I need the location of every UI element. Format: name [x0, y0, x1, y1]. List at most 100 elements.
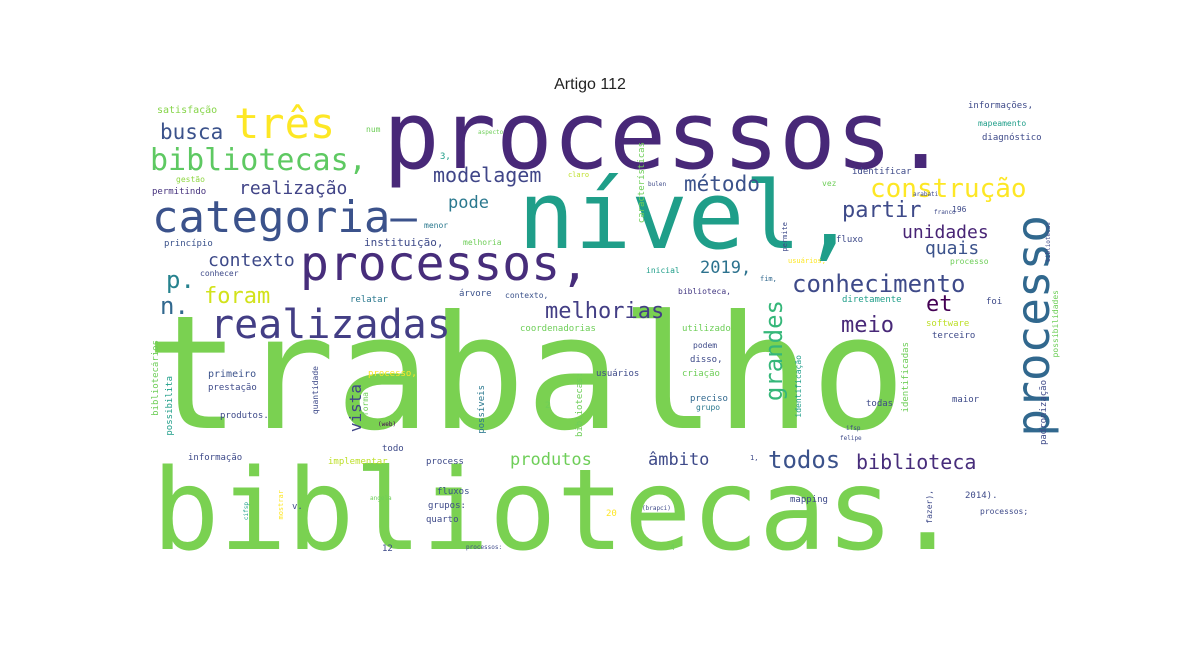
word: meio	[841, 313, 894, 338]
word: 2	[545, 401, 551, 411]
word: bulen	[648, 181, 667, 188]
word: fluxo	[836, 235, 864, 245]
word: identificadas	[901, 342, 911, 413]
word: busca	[160, 120, 224, 144]
word: grandes	[760, 300, 788, 402]
word: 1,	[750, 454, 759, 462]
word: ifsp	[846, 425, 861, 432]
word: quarto	[426, 515, 459, 525]
word: princípio	[164, 239, 213, 249]
word: inicial	[646, 266, 680, 275]
word: trabalho	[145, 282, 906, 466]
word: 3,	[440, 152, 451, 162]
word: informação	[188, 453, 243, 463]
word: realizadas	[210, 302, 451, 348]
word: franco	[934, 209, 956, 216]
word: utilizado	[682, 324, 731, 334]
word: biblioteca,	[678, 287, 731, 296]
word: arabati	[913, 191, 939, 198]
word: biblioteca	[856, 450, 977, 474]
word: software	[926, 319, 970, 329]
word: 20	[606, 509, 617, 519]
word: fazer),	[925, 490, 934, 524]
word: quantidade	[311, 366, 320, 415]
word: 196	[952, 205, 967, 214]
word: primeiro	[208, 369, 257, 380]
word: identificar	[852, 167, 912, 177]
word: informações,	[968, 101, 1034, 111]
word: bibliotecários	[151, 340, 161, 416]
word: processos;	[980, 507, 1029, 516]
word: realização	[239, 178, 348, 199]
word: possibilidades	[1051, 290, 1060, 358]
chart-title: Artigo 112	[554, 76, 626, 93]
word: claro	[568, 171, 590, 179]
word: três	[234, 99, 336, 148]
word: fim,	[760, 275, 777, 283]
word: usuários	[596, 369, 640, 379]
word: bibliotecas,	[150, 143, 367, 178]
word: process	[426, 457, 464, 467]
word: v.	[292, 502, 303, 512]
word: todas	[866, 399, 894, 409]
word: foi	[986, 297, 1003, 307]
word: forma	[361, 392, 370, 417]
word: todos	[768, 446, 841, 474]
word: processos,	[300, 236, 589, 292]
word: maior	[952, 395, 980, 405]
word: contexto	[208, 250, 295, 271]
word: unidades	[902, 222, 989, 243]
word: conhecer	[200, 269, 239, 278]
word: melhorias	[545, 299, 665, 324]
word: processos:	[466, 544, 503, 551]
word: aspecto	[478, 129, 504, 136]
word: podem	[693, 341, 718, 350]
word: conhecimento	[792, 270, 966, 298]
word: (web)	[378, 421, 397, 428]
word: produtos.	[220, 411, 269, 421]
word: diagnóstico	[982, 133, 1042, 143]
word: produtos	[510, 450, 592, 470]
word: gestão	[176, 175, 205, 184]
word: preciso	[690, 394, 728, 404]
word: contexto,	[505, 291, 549, 300]
word: 12	[382, 544, 393, 554]
word: usuários,	[788, 257, 826, 265]
word: mapeamento	[978, 119, 1027, 128]
word: identificação	[794, 355, 803, 418]
word: padronização	[1039, 380, 1049, 446]
word: cifsp	[243, 502, 250, 521]
word: terceiro	[932, 331, 976, 341]
word: satisfação	[157, 105, 218, 116]
word: mapping	[790, 495, 828, 505]
word: construção	[870, 174, 1027, 204]
word: 2019,	[700, 258, 752, 278]
word: processos.	[383, 82, 949, 191]
word: categoria—	[152, 192, 417, 243]
word: felipe	[840, 435, 862, 442]
word: grupos:	[428, 501, 466, 511]
word: método	[684, 172, 760, 196]
word: num	[366, 125, 381, 134]
word: mostrar	[277, 490, 285, 520]
word: implementar	[328, 457, 388, 467]
word: grupo	[696, 403, 721, 412]
word: angela	[370, 495, 392, 502]
word: coordenadorias	[520, 324, 596, 334]
word: processo,	[368, 369, 417, 379]
word: et	[926, 292, 953, 317]
word: vez	[822, 179, 837, 188]
word: foram	[204, 284, 271, 309]
word: âmbito	[648, 450, 710, 470]
word: todo	[382, 444, 404, 454]
word: nível,	[518, 162, 858, 271]
word: relatar	[350, 295, 388, 305]
word: possíveis	[477, 385, 487, 434]
word: permite	[781, 222, 789, 252]
word: 4	[670, 543, 675, 552]
word: menor	[424, 221, 449, 230]
word: n.	[160, 292, 189, 320]
word: árvore	[459, 289, 492, 299]
word: processo	[950, 257, 989, 266]
